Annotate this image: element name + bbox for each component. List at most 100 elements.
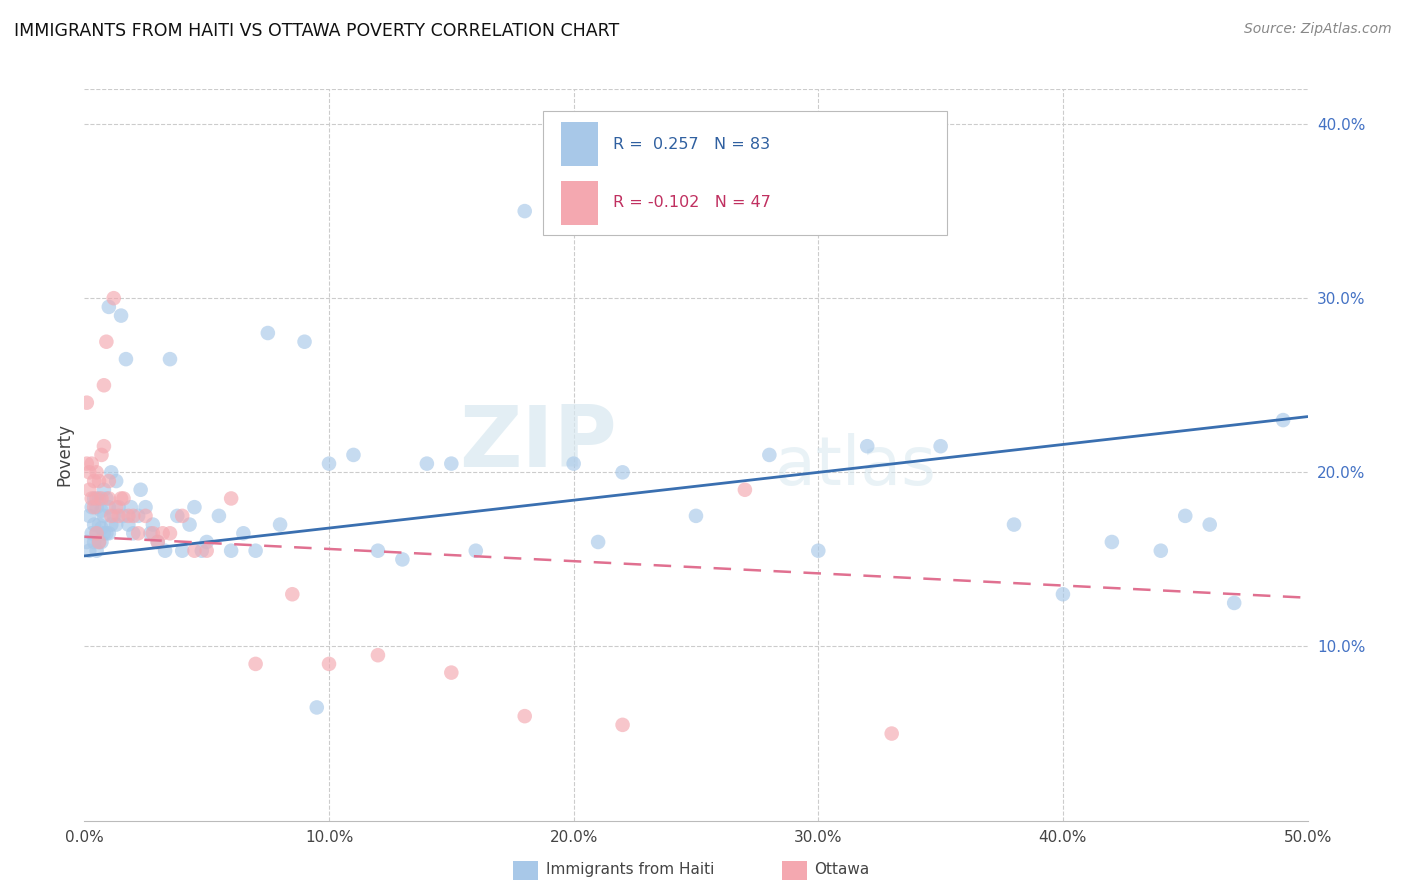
Point — [513, 709, 536, 723]
Point — [90, 448, 112, 462]
Text: R =  0.257   N = 83: R = 0.257 N = 83 — [613, 136, 770, 152]
Point — [80, 500, 103, 515]
Text: Ottawa: Ottawa — [814, 863, 869, 877]
Point — [117, 508, 139, 523]
Point — [77, 466, 100, 480]
Point — [83, 517, 105, 532]
Text: Source: ZipAtlas.com: Source: ZipAtlas.com — [1244, 22, 1392, 37]
Point — [87, 491, 110, 506]
Point — [929, 439, 952, 453]
Point — [93, 439, 115, 453]
Point — [83, 535, 105, 549]
Point — [117, 517, 139, 532]
Point — [86, 526, 108, 541]
Point — [219, 491, 242, 506]
Point — [146, 535, 169, 549]
Point — [135, 508, 157, 523]
Point — [83, 474, 105, 488]
Point — [172, 543, 194, 558]
Point — [1223, 596, 1246, 610]
Point — [562, 457, 585, 471]
Point — [142, 526, 165, 541]
Point — [146, 535, 169, 549]
Point — [105, 474, 128, 488]
Point — [90, 491, 112, 506]
Point — [76, 535, 98, 549]
Point — [122, 508, 145, 523]
Point — [183, 543, 205, 558]
Point — [219, 543, 242, 558]
Point — [612, 718, 634, 732]
Point — [127, 508, 149, 523]
Point — [1150, 543, 1173, 558]
Point — [856, 439, 879, 453]
Point — [159, 526, 181, 541]
Point — [86, 500, 108, 515]
Point — [685, 508, 707, 523]
Point — [153, 543, 176, 558]
Point — [1052, 587, 1074, 601]
Point — [93, 483, 115, 497]
Text: atlas: atlas — [776, 433, 936, 499]
Point — [115, 352, 138, 367]
Point — [77, 508, 100, 523]
Point — [1002, 517, 1025, 532]
Y-axis label: Poverty: Poverty — [55, 424, 73, 486]
Point — [110, 309, 132, 323]
Point — [97, 500, 120, 515]
Point — [93, 526, 115, 541]
Point — [245, 657, 267, 671]
Point — [87, 474, 110, 488]
Point — [100, 466, 122, 480]
Point — [807, 543, 830, 558]
Point — [80, 526, 103, 541]
Point — [97, 526, 120, 541]
Point — [318, 657, 340, 671]
Point — [86, 543, 108, 558]
Point — [90, 503, 112, 517]
Point — [110, 491, 132, 506]
Point — [440, 457, 463, 471]
Point — [391, 552, 413, 566]
Text: IMMIGRANTS FROM HAITI VS OTTAWA POVERTY CORRELATION CHART: IMMIGRANTS FROM HAITI VS OTTAWA POVERTY … — [14, 22, 619, 40]
Point — [120, 500, 142, 515]
Text: ZIP: ZIP — [458, 402, 616, 485]
Point — [83, 500, 105, 515]
Point — [87, 535, 110, 549]
Point — [80, 457, 103, 471]
Point — [166, 508, 188, 523]
Point — [208, 508, 231, 523]
Point — [127, 526, 149, 541]
Point — [191, 543, 214, 558]
Point — [464, 543, 486, 558]
Point — [103, 291, 125, 305]
Point — [142, 517, 165, 532]
Point — [1272, 413, 1295, 427]
Point — [245, 543, 267, 558]
Point — [342, 448, 364, 462]
Point — [80, 491, 103, 506]
Point — [97, 474, 120, 488]
Point — [880, 726, 903, 740]
Point — [90, 521, 112, 535]
Point — [103, 508, 125, 523]
Point — [152, 526, 174, 541]
Point — [1198, 517, 1220, 532]
Point — [179, 517, 201, 532]
Point — [96, 491, 118, 506]
Point — [367, 648, 389, 663]
Point — [139, 526, 162, 541]
Point — [76, 395, 98, 409]
Point — [294, 334, 316, 349]
Point — [281, 587, 304, 601]
Point — [77, 543, 100, 558]
Point — [87, 535, 110, 549]
Point — [107, 500, 129, 515]
Point — [135, 500, 157, 515]
Point — [129, 483, 152, 497]
Point — [76, 457, 98, 471]
Point — [416, 457, 439, 471]
Point — [86, 466, 108, 480]
Point — [122, 526, 145, 541]
Point — [90, 535, 112, 549]
